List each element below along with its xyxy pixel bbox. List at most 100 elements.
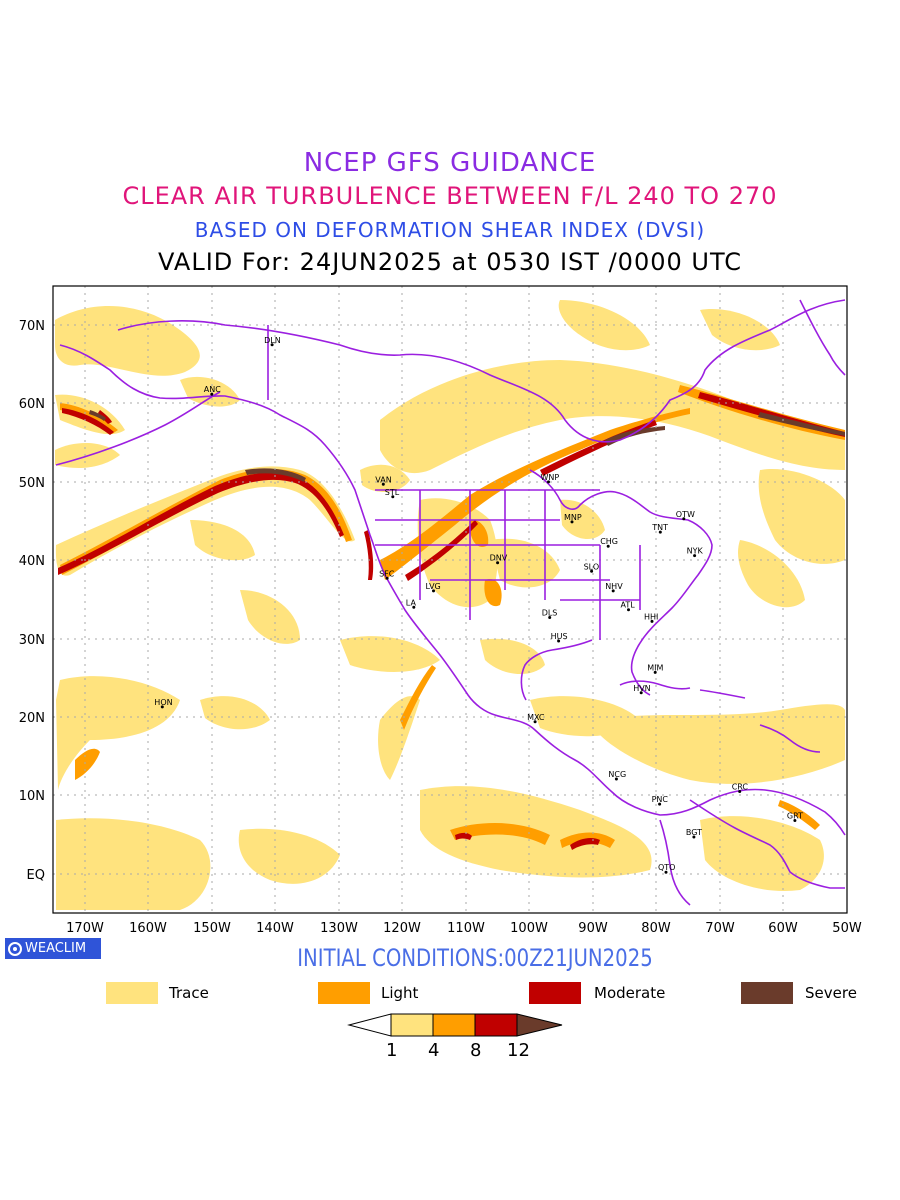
- lat-label: 30N: [19, 633, 45, 648]
- station-marker: [693, 554, 697, 558]
- station-label: WNP: [541, 473, 560, 482]
- station-label: GRT: [787, 812, 803, 821]
- station-label: ATL: [621, 601, 636, 610]
- station-markers: DLN ANC VAN STL WNP OTW TNT MNP CHG NYK DNV SFC SLO L…: [154, 336, 803, 874]
- lon-label: 140W: [256, 921, 294, 936]
- station-marker: [639, 691, 643, 695]
- station-marker: [692, 835, 696, 839]
- station-marker: [738, 790, 742, 793]
- station-label: PNC: [652, 795, 669, 804]
- lat-label: 40N: [19, 554, 45, 569]
- station-label: MIM: [647, 663, 663, 672]
- legend-label: Moderate: [594, 984, 666, 1002]
- station-label: HHI: [644, 612, 658, 621]
- lat-label: 60N: [19, 397, 45, 412]
- station-label: BGT: [686, 828, 702, 837]
- lat-label: 20N: [19, 711, 45, 726]
- station-label: DLN: [264, 336, 281, 345]
- station-marker: [664, 870, 668, 874]
- title-line-1: NCEP GFS GUIDANCE: [303, 148, 597, 178]
- badge-label: WEACLIM: [25, 941, 87, 956]
- station-marker: [270, 343, 274, 347]
- station-marker: [650, 619, 654, 623]
- colorbar-tick: 4: [428, 1040, 440, 1061]
- station-label: HON: [154, 698, 172, 707]
- station-label: DNV: [490, 554, 508, 563]
- station-marker: [682, 517, 686, 521]
- legend-swatch: [106, 982, 158, 1004]
- lon-label: 70W: [705, 921, 735, 936]
- valid-time: VALID For: 24JUN2025 at 0530 IST /0000 U…: [158, 248, 742, 276]
- station-label: LVG: [426, 582, 441, 591]
- colorbar-segment: [474, 1013, 518, 1037]
- station-label: DLS: [542, 609, 558, 618]
- colorbar-segment: [390, 1013, 434, 1037]
- weaclim-logo-icon: [8, 941, 22, 956]
- weaclim-badge[interactable]: WEACLIM: [5, 938, 101, 959]
- title-line-2: CLEAR AIR TURBULENCE BETWEEN F/L 240 TO …: [122, 182, 778, 210]
- legend-label: Trace: [169, 984, 209, 1002]
- station-label: OTW: [676, 510, 695, 519]
- colorbar-low-arrow: [347, 1013, 392, 1037]
- station-label: NCG: [608, 770, 626, 779]
- lon-label: 60W: [768, 921, 798, 936]
- station-marker: [385, 576, 389, 580]
- legend-swatch: [318, 982, 370, 1004]
- lon-label: 50W: [832, 921, 862, 936]
- lat-axis: 70N 60N 50N 40N 30N 20N 10N EQ: [19, 319, 45, 883]
- station-marker: [793, 819, 797, 822]
- station-marker: [614, 777, 618, 781]
- station-label: LA: [406, 598, 417, 607]
- station-label: NYK: [687, 547, 704, 556]
- station-marker: [611, 589, 615, 593]
- station-marker: [160, 705, 164, 709]
- station-label: STL: [385, 488, 400, 497]
- station-marker: [496, 561, 500, 565]
- colorbar-segment: [432, 1013, 476, 1037]
- station-label: ANC: [204, 385, 221, 394]
- colorbar-tick: 12: [507, 1040, 530, 1061]
- station-label: HUS: [551, 632, 568, 641]
- lon-label: 80W: [641, 921, 671, 936]
- lat-label: 70N: [19, 319, 45, 334]
- station-marker: [381, 482, 385, 486]
- lat-label: 50N: [19, 476, 45, 491]
- station-marker: [590, 569, 594, 573]
- lon-label: 160W: [129, 921, 167, 936]
- legend-label: Light: [381, 984, 419, 1002]
- station-marker: [210, 392, 214, 396]
- colorbar-tick: 1: [386, 1040, 398, 1061]
- station-label: SLO: [584, 562, 600, 571]
- station-label: TNT: [651, 523, 668, 532]
- station-label: QTO: [658, 863, 675, 872]
- station-marker: [570, 520, 574, 524]
- lat-label: 10N: [19, 789, 45, 804]
- colorbar-tick: 8: [470, 1040, 482, 1061]
- station-marker: [412, 605, 416, 609]
- lon-label: 100W: [510, 921, 548, 936]
- title-line-3: BASED ON DEFORMATION SHEAR INDEX (DVSI): [194, 218, 706, 242]
- lat-label: EQ: [27, 868, 45, 883]
- station-marker: [653, 670, 657, 674]
- legend-swatch: [529, 982, 581, 1004]
- station-marker: [658, 802, 662, 806]
- lon-label: 150W: [193, 921, 231, 936]
- station-marker: [627, 608, 630, 612]
- station-label: CHG: [600, 537, 618, 546]
- station-marker: [557, 639, 561, 643]
- station-label: CRC: [732, 783, 749, 792]
- colorbar-high-arrow: [516, 1013, 563, 1037]
- lon-label: 90W: [578, 921, 608, 936]
- initial-conditions: INITIAL CONDITIONS:00Z21JUN2025: [297, 944, 653, 972]
- lon-label: 170W: [66, 921, 104, 936]
- lon-label: 120W: [383, 921, 421, 936]
- legend-swatch: [741, 982, 793, 1004]
- station-label: NHV: [605, 582, 623, 591]
- station-marker: [548, 616, 552, 619]
- station-label: MXC: [527, 713, 545, 722]
- station-label: MNP: [564, 513, 582, 522]
- station-marker: [432, 589, 435, 593]
- station-marker: [606, 544, 610, 548]
- station-label: VAN: [375, 475, 391, 484]
- coastlines: [55, 299, 846, 906]
